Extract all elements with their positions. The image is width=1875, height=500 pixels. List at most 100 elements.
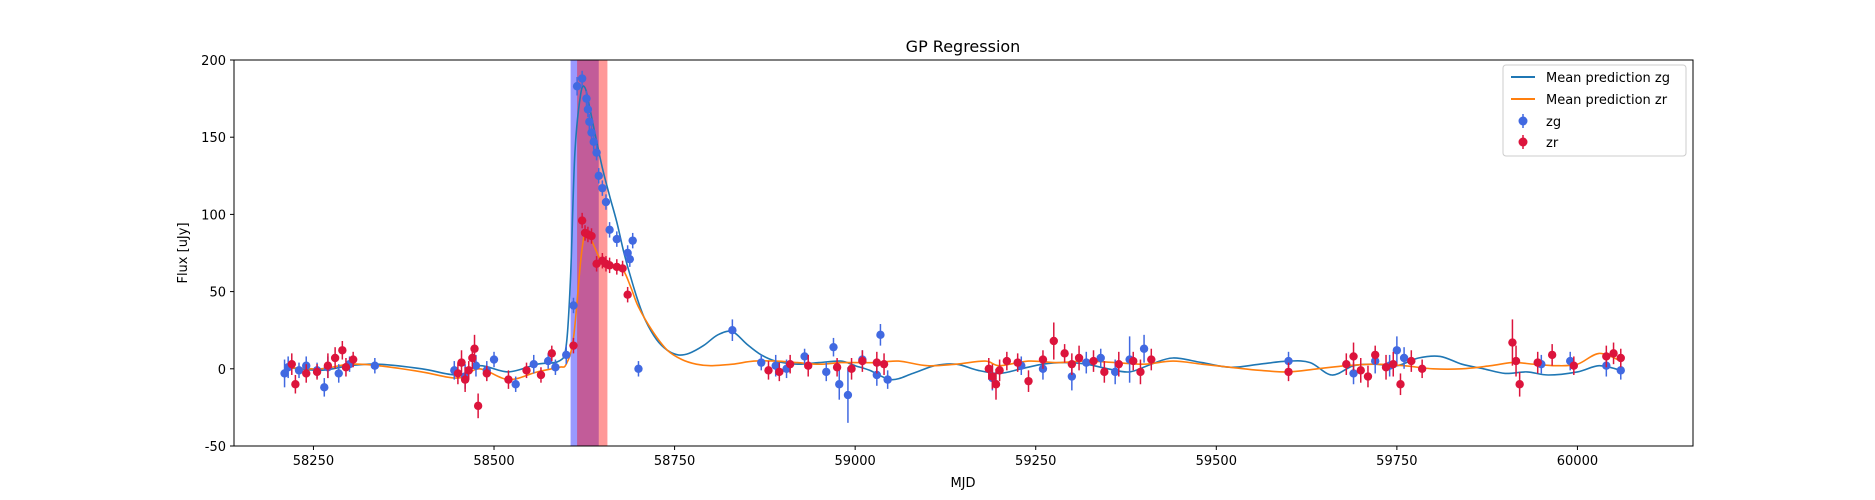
point-zg xyxy=(529,359,538,369)
x-axis-label: MJD xyxy=(950,476,975,491)
point-zg xyxy=(320,383,329,392)
shaded-region-0 xyxy=(570,60,599,446)
point-zg xyxy=(370,361,380,370)
point-zg xyxy=(1096,353,1105,363)
point-zr xyxy=(569,341,578,350)
point-zg xyxy=(294,366,304,375)
point-zg xyxy=(572,82,582,91)
point-zg xyxy=(511,380,520,389)
point-zg xyxy=(800,352,809,361)
point-zg xyxy=(605,225,614,235)
point-zg xyxy=(569,301,578,310)
point-zr xyxy=(1129,356,1138,366)
legend-label-zg: zg xyxy=(1546,115,1561,130)
point-zr xyxy=(312,367,322,377)
point-zr xyxy=(764,366,773,375)
point-zg xyxy=(334,369,343,378)
point-zr xyxy=(1407,356,1416,366)
point-zr xyxy=(1114,359,1123,369)
point-zr xyxy=(1067,359,1077,369)
point-zr xyxy=(804,361,813,370)
point-zg xyxy=(1067,372,1077,381)
point-zr xyxy=(302,369,311,378)
point-zg xyxy=(1616,366,1625,375)
point-zr xyxy=(1515,380,1524,389)
point-zr xyxy=(872,358,882,367)
point-zr xyxy=(1381,363,1391,372)
point-zr xyxy=(338,346,347,355)
point-zg xyxy=(1110,367,1120,377)
point-zr xyxy=(330,353,340,363)
x-tick-label: 58250 xyxy=(293,454,334,469)
point-zg xyxy=(1392,346,1402,355)
point-zg xyxy=(582,94,591,103)
y-tick-label: 0 xyxy=(218,363,226,378)
point-zg xyxy=(587,128,596,137)
point-zr xyxy=(1349,352,1358,361)
point-zr xyxy=(1569,361,1579,370)
plot-frame xyxy=(233,59,1694,447)
point-zg xyxy=(1139,344,1149,353)
point-zr xyxy=(457,358,466,367)
point-zr xyxy=(1013,358,1022,367)
point-zr xyxy=(1002,356,1012,366)
point-zr xyxy=(1609,349,1618,358)
y-tick-label: 200 xyxy=(201,54,226,69)
y-tick-label: -50 xyxy=(205,440,226,455)
y-axis-ticks: -50 0 50 100 150 200 xyxy=(201,54,234,455)
point-zg xyxy=(583,105,593,114)
point-zr xyxy=(1147,355,1156,364)
point-zg xyxy=(883,375,892,384)
point-zr xyxy=(1356,366,1365,375)
point-zr xyxy=(453,369,463,378)
point-zg xyxy=(577,74,587,83)
point-zr xyxy=(1060,349,1069,358)
point-zg xyxy=(1284,356,1293,366)
point-zg xyxy=(592,148,601,157)
point-zg xyxy=(594,171,603,180)
point-zr xyxy=(287,359,296,369)
point-zg xyxy=(1399,353,1409,363)
point-zg xyxy=(757,358,766,367)
y-tick-label: 50 xyxy=(209,286,226,301)
point-zr xyxy=(504,375,513,384)
point-zg xyxy=(728,326,737,335)
point-zr xyxy=(1602,352,1611,361)
point-zg xyxy=(822,367,831,377)
x-tick-label: 59750 xyxy=(1376,454,1417,469)
point-zr xyxy=(1284,367,1293,377)
point-zg xyxy=(876,330,885,340)
point-zr xyxy=(991,380,1001,389)
point-zr xyxy=(348,355,358,364)
point-zr xyxy=(775,367,784,377)
point-zg xyxy=(771,361,780,370)
y-axis-label: Flux [uJy] xyxy=(176,222,191,283)
legend: Mean prediction zg Mean prediction zr zg… xyxy=(1502,64,1687,157)
point-zr xyxy=(847,364,856,373)
point-zr xyxy=(1074,353,1084,363)
point-zr xyxy=(1389,359,1398,369)
legend-label-mean-zr: Mean prediction zr xyxy=(1546,93,1668,108)
point-zg xyxy=(625,254,635,264)
point-zr xyxy=(1049,336,1058,346)
point-zr xyxy=(1363,372,1373,381)
point-zg xyxy=(628,236,637,245)
point-zr xyxy=(1533,358,1542,367)
data-points xyxy=(280,70,1625,423)
point-zr xyxy=(785,359,795,369)
chart-title: GP Regression xyxy=(906,37,1021,56)
point-zr xyxy=(547,349,557,358)
point-zr xyxy=(473,401,483,411)
point-zr xyxy=(858,356,867,366)
point-zr xyxy=(1547,350,1557,360)
point-zr xyxy=(988,372,997,381)
point-zr xyxy=(879,359,889,369)
x-tick-label: 59000 xyxy=(834,454,875,469)
x-tick-label: 60000 xyxy=(1557,454,1598,469)
point-zg xyxy=(551,363,560,372)
point-zr xyxy=(984,364,993,373)
point-zr xyxy=(605,261,614,270)
x-tick-label: 58750 xyxy=(654,454,695,469)
point-zr xyxy=(1136,367,1145,377)
